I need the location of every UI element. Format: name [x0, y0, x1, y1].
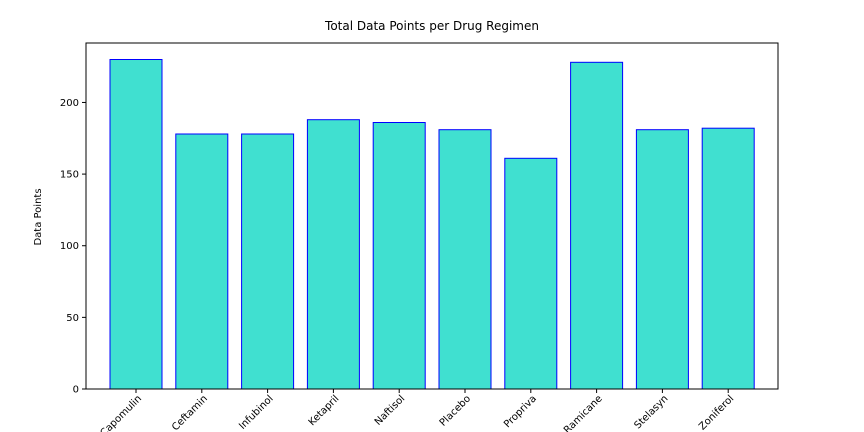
bar-propriva: [504, 157, 558, 390]
x-tick-label-ramicane: Ramicane: [562, 393, 605, 432]
chart-title: Total Data Points per Drug Regimen: [324, 19, 539, 33]
y-axis-label: Data Points: [33, 188, 44, 245]
y-tick-label: 0: [73, 385, 79, 396]
plot-frame: [85, 42, 779, 390]
x-tick-label-ketapril: Ketapril: [307, 393, 342, 428]
bar-zoniferol: [701, 127, 755, 390]
x-tick-label-placebo: Placebo: [438, 393, 473, 428]
bar-capomulin: [109, 59, 163, 390]
x-tick-label-capomulin: Capomulin: [98, 393, 144, 432]
x-tick-label-naftisol: Naftisol: [373, 393, 407, 427]
bar-stelasyn: [635, 129, 689, 390]
x-tick-label-propriva: Propriva: [502, 393, 539, 430]
y-axis-ticks: 0 50 100 150 200: [60, 98, 86, 396]
bar-infubinol: [241, 133, 295, 390]
x-tick-label-zoniferol: Zoniferol: [697, 393, 736, 432]
bar-placebo: [438, 129, 492, 390]
y-tick-label: 150: [60, 170, 79, 181]
bar-ramicane: [570, 61, 624, 390]
bar-ketapril: [306, 119, 360, 390]
bar-ceftamin: [175, 133, 229, 390]
bars-group: [109, 59, 755, 390]
bar-naftisol: [372, 122, 426, 390]
y-tick-label: 50: [66, 313, 79, 324]
y-tick-label: 100: [60, 241, 79, 252]
x-tick-label-stelasyn: Stelasyn: [632, 393, 670, 431]
x-tick-label-infubinol: Infubinol: [237, 393, 276, 432]
x-tick-label-ceftamin: Ceftamin: [170, 393, 210, 432]
y-tick-label: 200: [60, 98, 79, 109]
x-axis-ticks: Capomulin Ceftamin Infubinol Ketapril Naftis…: [98, 389, 736, 432]
